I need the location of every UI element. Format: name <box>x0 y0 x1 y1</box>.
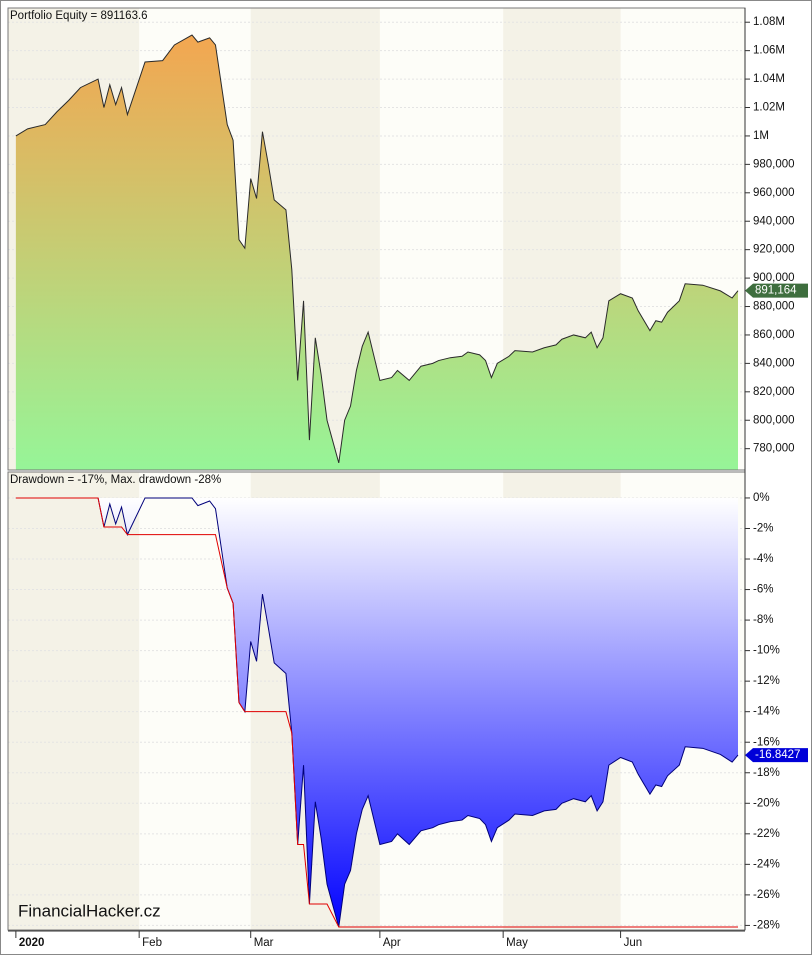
y-tick-label: 800,000 <box>753 414 795 426</box>
y-tick-label: 820,000 <box>753 386 795 398</box>
y-tick-label: -20% <box>753 797 780 809</box>
y-tick-label: 900,000 <box>753 272 795 284</box>
y-tick-label: -24% <box>753 858 780 870</box>
last-value-label: -16.8427 <box>755 749 800 761</box>
y-tick-label: -18% <box>753 767 780 779</box>
y-tick-label: 980,000 <box>753 158 795 170</box>
x-tick-label: Apr <box>383 937 401 949</box>
x-tick-label: May <box>506 937 528 949</box>
y-tick-label: 840,000 <box>753 357 795 369</box>
x-tick-label: Feb <box>142 937 162 949</box>
y-tick-label: -14% <box>753 706 780 718</box>
y-tick-label: -28% <box>753 919 780 931</box>
x-tick-label: 2020 <box>19 937 45 949</box>
line <box>15 497 739 928</box>
y-tick-label: 940,000 <box>753 215 795 227</box>
last-value-tag <box>745 748 808 763</box>
last-value-label: 891,164 <box>755 285 797 297</box>
y-tick-label: 780,000 <box>753 443 795 455</box>
last-value-tag <box>745 283 808 298</box>
month-band <box>8 472 140 930</box>
watermark: FinancialHacker.cz <box>18 901 161 920</box>
y-tick-label: -4% <box>753 553 773 565</box>
y-tick-label: 860,000 <box>753 329 795 341</box>
y-tick-label: 1.02M <box>753 102 785 114</box>
y-tick-label: 1.08M <box>753 16 785 28</box>
pane-title: Drawdown = -17%, Max. drawdown -28% <box>10 474 221 486</box>
y-tick-label: -22% <box>753 828 780 840</box>
y-tick-label: -12% <box>753 675 780 687</box>
line <box>15 34 739 464</box>
y-tick-label: -2% <box>753 523 773 535</box>
y-tick-label: 1.06M <box>753 45 785 57</box>
y-tick-label: 920,000 <box>753 244 795 256</box>
y-tick-label: 1M <box>753 130 769 142</box>
y-tick-label: 880,000 <box>753 301 795 313</box>
y-tick-label: 1.04M <box>753 73 785 85</box>
y-tick-label: -8% <box>753 614 773 626</box>
line <box>15 497 738 928</box>
y-tick-label: -16% <box>753 736 780 748</box>
area-fill <box>15 497 738 927</box>
pane-title: Portfolio Equity = 891163.6 <box>10 10 148 22</box>
x-tick-label: Jun <box>624 937 643 949</box>
y-tick-label: -6% <box>753 584 773 596</box>
x-tick-label: Mar <box>254 937 274 949</box>
y-tick-label: 0% <box>753 492 770 504</box>
y-tick-label: 960,000 <box>753 187 795 199</box>
area-fill <box>15 35 738 471</box>
y-tick-label: -10% <box>753 645 780 657</box>
y-tick-label: -26% <box>753 889 780 901</box>
